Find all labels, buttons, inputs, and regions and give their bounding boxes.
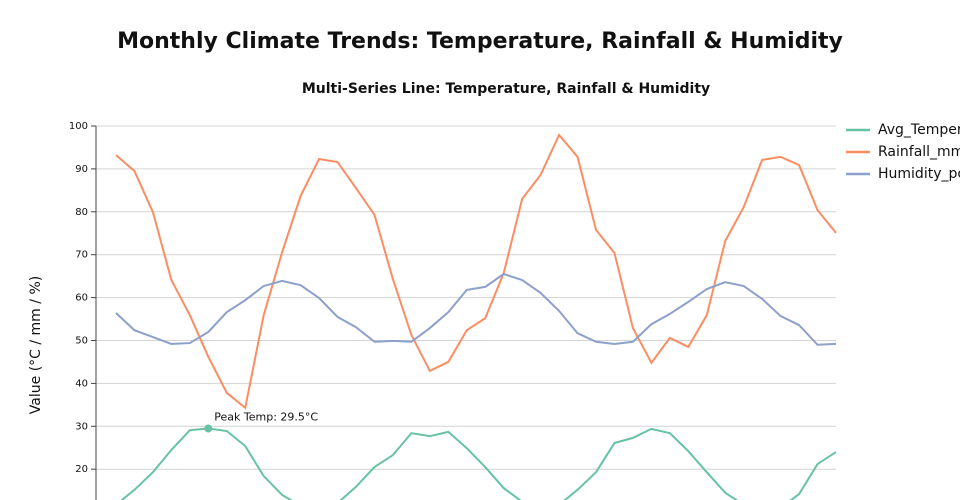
y-tick-label: 80 [75,207,88,218]
series-line [120,427,837,500]
y-tick-label: 60 [75,293,88,304]
legend-label: Rainfall_mm [878,144,960,160]
y-tick-label: 40 [75,378,88,389]
legend-label: Avg_Temperature_C [878,122,960,138]
legend-label: Humidity_pct [878,166,960,182]
y-axis-label: Value (°C / mm / %) [28,276,44,414]
series-line [115,133,837,410]
series-line [115,272,837,346]
y-tick-label: 20 [75,464,88,475]
y-tick-label: 100 [69,121,88,132]
y-tick-label: 30 [75,421,88,432]
y-tick-label: 70 [75,250,88,261]
chart-title: Monthly Climate Trends: Temperature, Rai… [117,29,843,54]
y-tick-label: 90 [75,164,88,175]
annotation: Peak Temp: 29.5°C [214,410,318,423]
peak-marker [204,424,213,433]
y-tick-label: 50 [75,336,88,347]
chart-subtitle: Multi-Series Line: Temperature, Rainfall… [302,81,710,97]
